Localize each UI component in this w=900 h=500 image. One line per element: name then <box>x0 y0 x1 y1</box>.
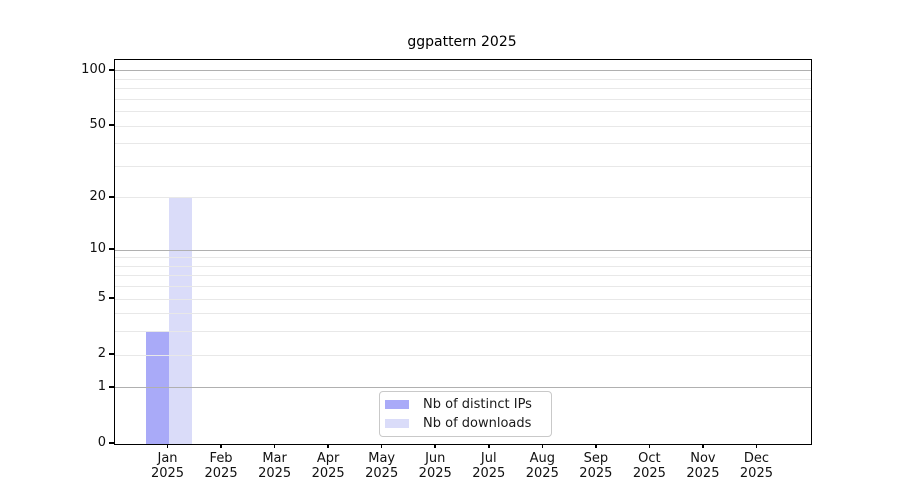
x-axis-tick <box>541 444 544 448</box>
x-axis-tick <box>702 444 704 448</box>
x-tick-label: Mar 2025 <box>258 451 292 481</box>
minor-gridline <box>115 354 811 356</box>
minor-gridline <box>115 275 811 277</box>
legend-swatch-downloads-icon <box>385 419 409 428</box>
y-tick-label: 1 <box>97 378 106 394</box>
minor-gridline <box>115 197 811 199</box>
y-axis-tick <box>109 248 114 250</box>
major-gridline <box>115 387 811 389</box>
y-axis-tick <box>109 196 114 198</box>
x-tick-label: Nov 2025 <box>686 451 720 481</box>
minor-gridline <box>115 257 811 259</box>
x-axis-tick <box>434 444 436 448</box>
minor-gridline <box>115 165 811 167</box>
x-axis-tick <box>273 444 276 448</box>
y-axis-tick <box>109 69 114 71</box>
y-tick-label: 10 <box>89 241 106 257</box>
legend-label-distinct-ips: Nb of distinct IPs <box>423 397 532 412</box>
major-gridline <box>115 249 811 251</box>
minor-gridline <box>115 78 811 80</box>
y-tick-label: 50 <box>89 117 106 133</box>
legend-item-downloads: Nb of downloads <box>385 414 545 433</box>
legend-swatch-distinct-ips-icon <box>385 400 409 409</box>
x-axis-tick <box>380 444 383 448</box>
minor-gridline <box>115 286 811 288</box>
minor-gridline <box>115 265 811 267</box>
x-tick-label: May 2025 <box>365 451 399 481</box>
minor-gridline <box>115 298 811 300</box>
legend-item-distinct-ips: Nb of distinct IPs <box>385 395 545 414</box>
x-tick-label: Jan 2025 <box>150 451 185 481</box>
x-axis-tick <box>595 444 597 448</box>
plot-area <box>114 59 812 445</box>
y-axis-tick <box>109 353 114 355</box>
minor-gridline <box>115 125 811 127</box>
x-tick-label: Jul 2025 <box>472 451 506 481</box>
minor-gridline <box>115 143 811 145</box>
x-axis-tick <box>755 444 758 448</box>
x-tick-label: Apr 2025 <box>311 451 345 481</box>
minor-gridline <box>115 313 811 315</box>
y-tick-label: 5 <box>97 290 106 306</box>
x-tick-label: Aug 2025 <box>525 451 559 481</box>
bar-downloads-jan <box>168 197 192 444</box>
x-axis-tick <box>488 444 490 448</box>
major-gridline <box>115 70 811 72</box>
chart-title: ggpattern 2025 <box>407 34 517 50</box>
y-tick-label: 100 <box>81 61 106 77</box>
y-tick-label: 2 <box>97 346 106 362</box>
x-tick-label: Dec 2025 <box>739 451 773 481</box>
y-tick-label: 0 <box>97 435 106 450</box>
minor-gridline <box>115 111 811 113</box>
x-tick-label: Oct 2025 <box>632 451 666 481</box>
y-axis-tick <box>109 442 114 444</box>
x-tick-label: Jun 2025 <box>418 451 452 481</box>
x-axis-tick <box>220 444 222 448</box>
x-axis-tick <box>166 444 169 448</box>
x-axis-tick <box>648 444 651 448</box>
y-axis-tick <box>109 124 114 126</box>
minor-gridline <box>115 88 811 90</box>
y-axis-tick <box>109 386 114 388</box>
y-axis-tick <box>109 297 114 299</box>
y-tick-label: 20 <box>89 188 106 204</box>
x-tick-label: Feb 2025 <box>204 451 238 481</box>
legend-label-downloads: Nb of downloads <box>423 416 532 431</box>
legend: Nb of distinct IPs Nb of downloads <box>379 391 552 437</box>
x-axis-tick <box>327 444 329 448</box>
minor-gridline <box>115 98 811 100</box>
minor-gridline <box>115 331 811 333</box>
x-tick-label: Sep 2025 <box>579 451 613 481</box>
